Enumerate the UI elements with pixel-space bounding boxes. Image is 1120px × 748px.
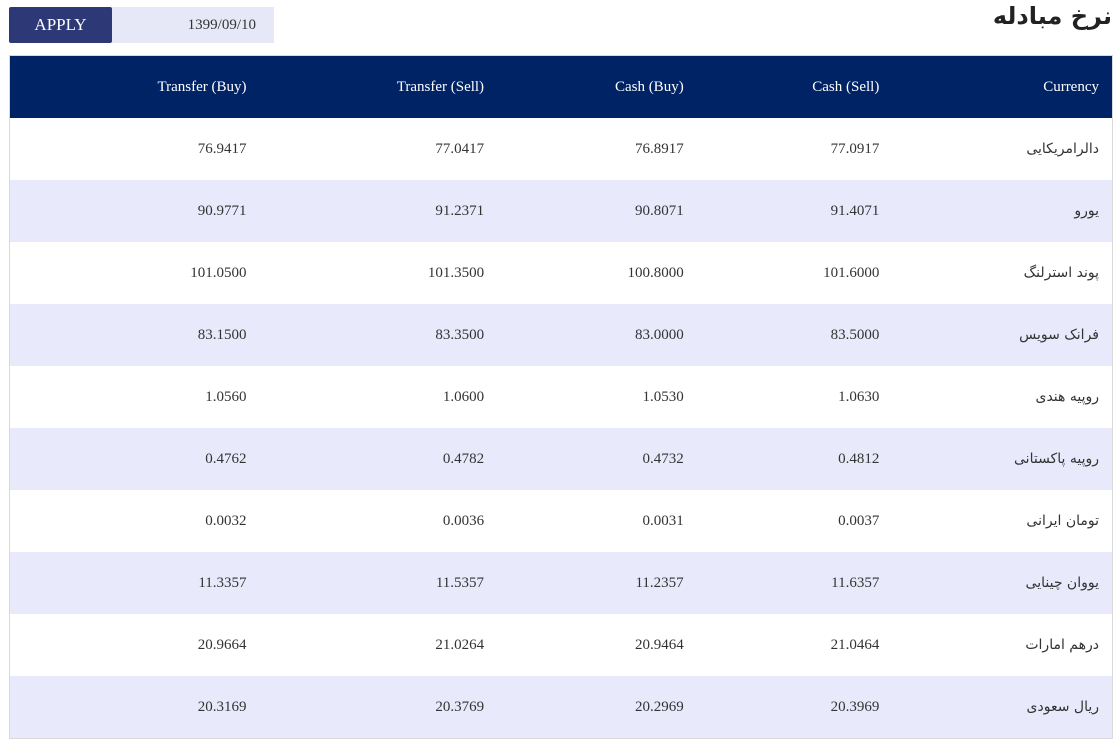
cell-transfer-buy: 90.9771 bbox=[9, 180, 247, 242]
cell-transfer-buy: 83.1500 bbox=[9, 304, 247, 366]
cell-cash-buy: 20.2969 bbox=[484, 676, 684, 739]
cell-transfer-buy: 20.9664 bbox=[9, 614, 247, 676]
cell-transfer-buy: 11.3357 bbox=[9, 552, 247, 614]
cell-cash-sell: 77.0917 bbox=[683, 118, 880, 180]
table-row: 20.3169 20.3769 20.2969 20.3969 ریال سعودی bbox=[9, 676, 1113, 739]
apply-button[interactable]: APPLY bbox=[9, 7, 112, 43]
cell-transfer-buy: 0.4762 bbox=[9, 428, 247, 490]
cell-currency: ریال سعودی bbox=[879, 676, 1113, 739]
cell-currency: یووان چینایی bbox=[879, 552, 1113, 614]
cell-cash-buy: 0.0031 bbox=[484, 490, 684, 552]
cell-currency: فرانک سویس bbox=[879, 304, 1113, 366]
cell-cash-sell: 20.3969 bbox=[683, 676, 880, 739]
cell-cash-sell: 1.0630 bbox=[683, 366, 880, 428]
table-row: 11.3357 11.5357 11.2357 11.6357 یووان چینایی bbox=[9, 552, 1113, 614]
date-filter-toolbar: APPLY bbox=[9, 7, 274, 43]
cell-currency: یورو bbox=[879, 180, 1113, 242]
table-row: 90.9771 91.2371 90.8071 91.4071 یورو bbox=[9, 180, 1113, 242]
table-row: 20.9664 21.0264 20.9464 21.0464 درهم امارات bbox=[9, 614, 1113, 676]
cell-transfer-buy: 20.3169 bbox=[9, 676, 247, 739]
cell-cash-sell: 21.0464 bbox=[683, 614, 880, 676]
cell-transfer-buy: 76.9417 bbox=[9, 118, 247, 180]
header-transfer-sell: Transfer (Sell) bbox=[246, 55, 485, 118]
cell-cash-sell: 0.4812 bbox=[683, 428, 880, 490]
cell-transfer-sell: 83.3500 bbox=[246, 304, 485, 366]
cell-currency: روپیه هندی bbox=[879, 366, 1113, 428]
cell-cash-buy: 76.8917 bbox=[484, 118, 684, 180]
cell-currency: روپیه پاکستانی bbox=[879, 428, 1113, 490]
header-cash-sell: Cash (Sell) bbox=[683, 55, 880, 118]
cell-transfer-sell: 20.3769 bbox=[246, 676, 485, 739]
cell-cash-buy: 100.8000 bbox=[484, 242, 684, 304]
cell-transfer-sell: 91.2371 bbox=[246, 180, 485, 242]
cell-currency: تومان ایرانی bbox=[879, 490, 1113, 552]
cell-transfer-buy: 101.0500 bbox=[9, 242, 247, 304]
cell-transfer-sell: 11.5357 bbox=[246, 552, 485, 614]
cell-currency: دالرامریکایی bbox=[879, 118, 1113, 180]
table-row: 0.0032 0.0036 0.0031 0.0037 تومان ایرانی bbox=[9, 490, 1113, 552]
cell-cash-buy: 11.2357 bbox=[484, 552, 684, 614]
cell-cash-buy: 90.8071 bbox=[484, 180, 684, 242]
cell-cash-buy: 83.0000 bbox=[484, 304, 684, 366]
cell-currency: درهم امارات bbox=[879, 614, 1113, 676]
table-row: 101.0500 101.3500 100.8000 101.6000 پوند است… bbox=[9, 242, 1113, 304]
table-row: 1.0560 1.0600 1.0530 1.0630 روپیه هندی bbox=[9, 366, 1113, 428]
cell-transfer-buy: 0.0032 bbox=[9, 490, 247, 552]
cell-cash-sell: 83.5000 bbox=[683, 304, 880, 366]
table-body: 76.9417 77.0417 76.8917 77.0917 دالرامریکایی… bbox=[9, 118, 1113, 739]
cell-cash-sell: 91.4071 bbox=[683, 180, 880, 242]
cell-cash-sell: 0.0037 bbox=[683, 490, 880, 552]
cell-transfer-buy: 1.0560 bbox=[9, 366, 247, 428]
cell-currency: پوند استرلنگ bbox=[879, 242, 1113, 304]
header-cash-buy: Cash (Buy) bbox=[484, 55, 684, 118]
page-title: نرخ مبادله bbox=[992, 2, 1112, 30]
exchange-rate-table: Transfer (Buy) Transfer (Sell) Cash (Buy… bbox=[9, 55, 1113, 739]
cell-transfer-sell: 21.0264 bbox=[246, 614, 485, 676]
cell-cash-sell: 11.6357 bbox=[683, 552, 880, 614]
table-header-row: Transfer (Buy) Transfer (Sell) Cash (Buy… bbox=[9, 55, 1113, 118]
header-currency: Currency bbox=[879, 55, 1113, 118]
table-row: 83.1500 83.3500 83.0000 83.5000 فرانک سویس bbox=[9, 304, 1113, 366]
date-input[interactable] bbox=[112, 7, 274, 43]
table-row: 0.4762 0.4782 0.4732 0.4812 روپیه پاکستانی bbox=[9, 428, 1113, 490]
header-transfer-buy: Transfer (Buy) bbox=[9, 55, 247, 118]
cell-cash-sell: 101.6000 bbox=[683, 242, 880, 304]
cell-transfer-sell: 77.0417 bbox=[246, 118, 485, 180]
cell-cash-buy: 20.9464 bbox=[484, 614, 684, 676]
table-row: 76.9417 77.0417 76.8917 77.0917 دالرامریکایی bbox=[9, 118, 1113, 180]
cell-cash-buy: 1.0530 bbox=[484, 366, 684, 428]
cell-transfer-sell: 101.3500 bbox=[246, 242, 485, 304]
cell-transfer-sell: 1.0600 bbox=[246, 366, 485, 428]
cell-transfer-sell: 0.4782 bbox=[246, 428, 485, 490]
cell-transfer-sell: 0.0036 bbox=[246, 490, 485, 552]
cell-cash-buy: 0.4732 bbox=[484, 428, 684, 490]
